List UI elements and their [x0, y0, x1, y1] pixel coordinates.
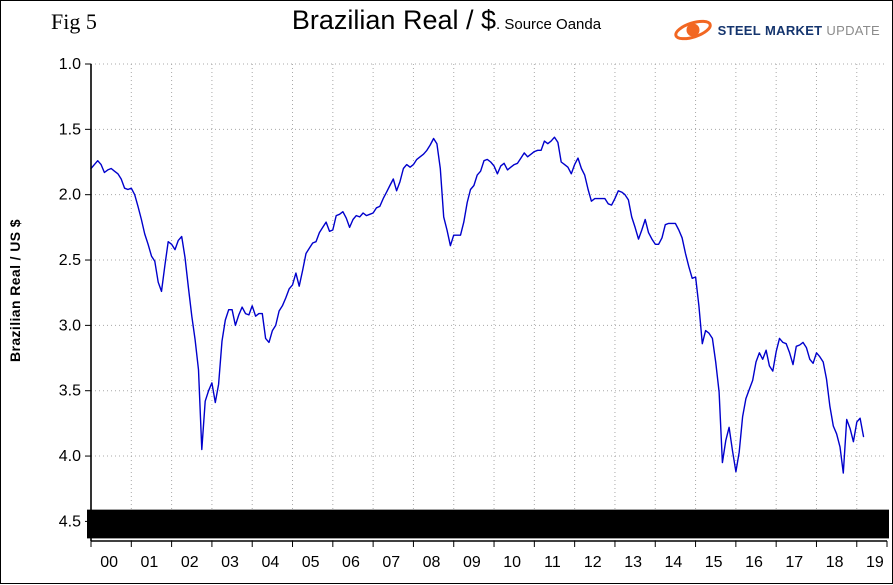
- svg-text:17: 17: [785, 554, 803, 571]
- svg-text:3.5: 3.5: [59, 383, 81, 400]
- svg-text:19: 19: [866, 554, 884, 571]
- logo-text-update: UPDATE: [826, 22, 880, 38]
- smu-logo: STEEL MARKET UPDATE: [672, 15, 880, 45]
- svg-text:15: 15: [705, 554, 723, 571]
- chart-title: Brazilian Real / $: [291, 5, 497, 35]
- chart-source-note: . Source Oanda: [496, 16, 602, 33]
- svg-text:3.0: 3.0: [59, 317, 81, 334]
- logo-text-market: MARKET: [765, 22, 823, 38]
- svg-text:10: 10: [503, 554, 521, 571]
- svg-text:08: 08: [423, 554, 441, 571]
- svg-text:1.5: 1.5: [59, 121, 81, 138]
- svg-text:06: 06: [342, 554, 360, 571]
- svg-text:00: 00: [100, 554, 118, 571]
- svg-text:04: 04: [261, 554, 279, 571]
- svg-text:11: 11: [544, 554, 561, 571]
- svg-text:01: 01: [141, 554, 159, 571]
- svg-text:02: 02: [181, 554, 199, 571]
- svg-text:05: 05: [302, 554, 320, 571]
- svg-text:12: 12: [584, 554, 602, 571]
- svg-text:03: 03: [221, 554, 239, 571]
- exchange-rate-line-chart: 1.0 1.5 2.0 2.5 3.0 3.5 4.0 4.5 00 01 02 03 04 05 06 07…: [59, 56, 889, 571]
- svg-text:2.5: 2.5: [59, 252, 81, 269]
- svg-text:09: 09: [463, 554, 481, 571]
- figure-number: Fig 5: [51, 9, 97, 34]
- svg-text:1.0: 1.0: [59, 56, 81, 73]
- smu-swirl-icon: [673, 19, 712, 41]
- svg-text:14: 14: [664, 554, 682, 571]
- logo-text-steel: STEEL: [717, 22, 762, 38]
- svg-text:4.5: 4.5: [59, 513, 81, 530]
- svg-text:4.0: 4.0: [59, 448, 81, 465]
- svg-text:16: 16: [745, 554, 763, 571]
- svg-text:18: 18: [826, 554, 844, 571]
- svg-text:13: 13: [624, 554, 642, 571]
- svg-text:2.0: 2.0: [59, 187, 81, 204]
- svg-text:07: 07: [382, 554, 400, 571]
